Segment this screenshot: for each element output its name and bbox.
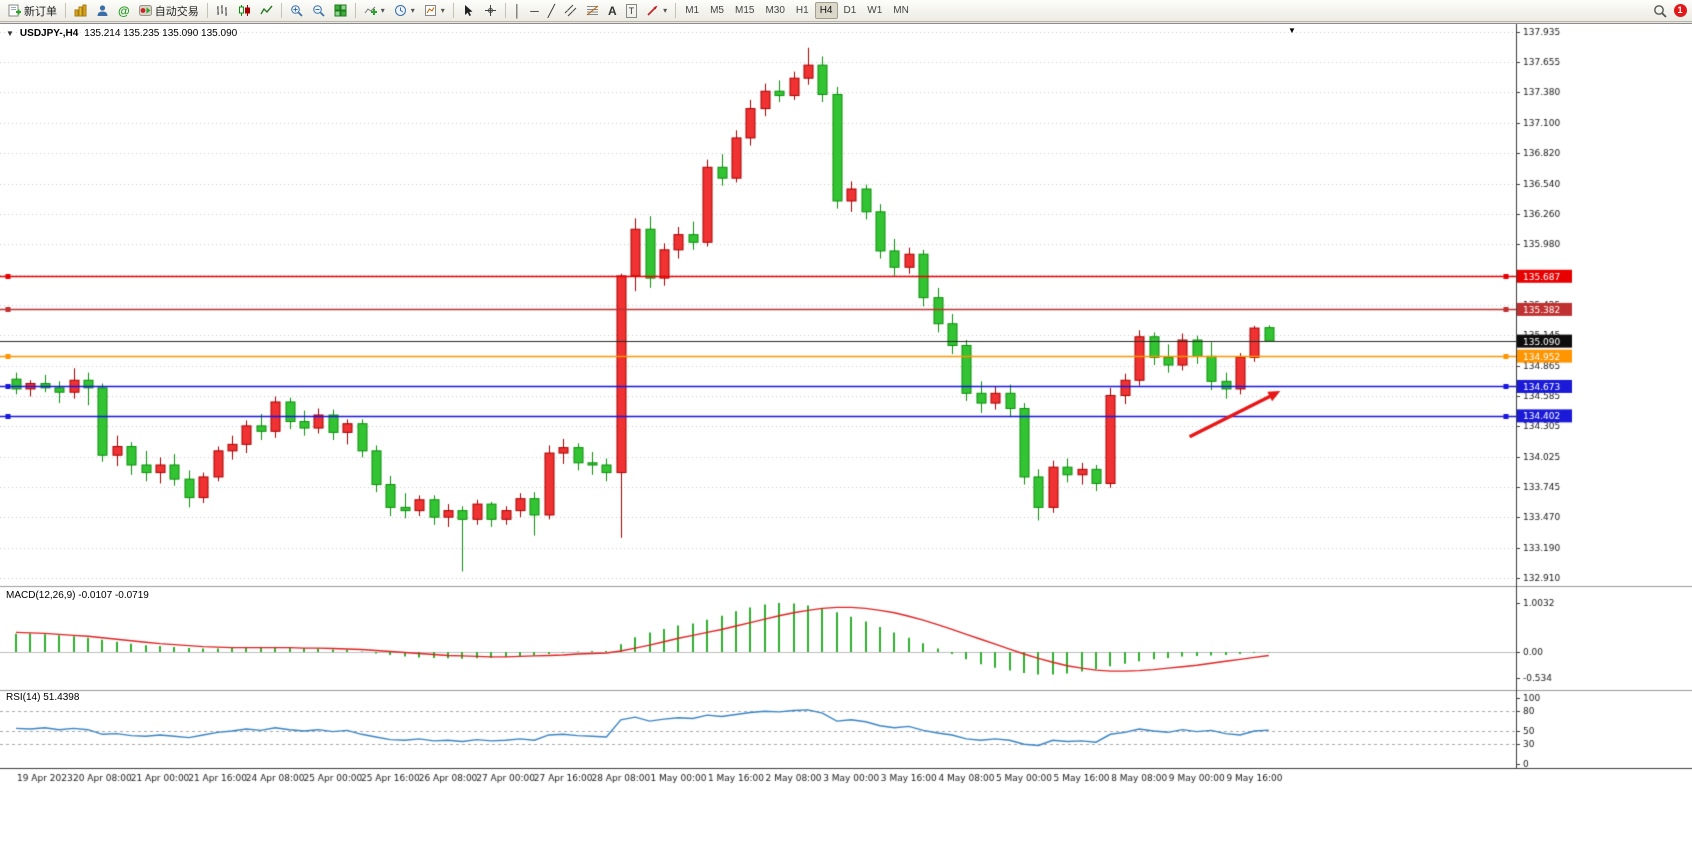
chart-symbol-period: USDJPY-,H4	[19, 28, 79, 39]
separator	[206, 3, 208, 18]
dropdown-icon: ▾	[380, 6, 385, 15]
charts-button[interactable]	[70, 1, 91, 20]
bar-chart-button[interactable]	[212, 1, 233, 20]
line-chart-button[interactable]	[256, 1, 277, 20]
tile-windows-button[interactable]	[330, 1, 351, 20]
community-icon: @	[118, 3, 130, 18]
fibonacci-button[interactable]	[582, 1, 603, 20]
indicators-button[interactable]: ▾	[360, 1, 389, 20]
channel-button[interactable]	[560, 1, 581, 20]
vertical-line-icon: │	[513, 3, 522, 18]
text-label-icon: T	[625, 3, 638, 18]
new-order-icon	[8, 4, 21, 17]
timeframe-m30[interactable]: M30	[760, 2, 789, 19]
timeframe-h1[interactable]: H1	[791, 2, 814, 19]
separator	[354, 3, 356, 18]
candlestick-chart-icon	[238, 5, 250, 16]
arrow-object-icon	[647, 5, 658, 16]
timeframe-w1[interactable]: W1	[862, 2, 887, 19]
separator	[452, 3, 454, 18]
vertical-line-button[interactable]: │	[510, 1, 526, 20]
market-watch-button[interactable]	[92, 1, 113, 20]
channel-icon	[564, 4, 577, 17]
text-button[interactable]: A	[604, 1, 621, 20]
timeframe-m15[interactable]: M15	[730, 2, 759, 19]
templates-button[interactable]: ▾	[420, 1, 449, 20]
chart-window: ▼ USDJPY-,H4 135.214 135.235 135.090 135…	[0, 23, 1692, 854]
auto-trading-icon	[138, 5, 152, 16]
separator	[65, 3, 66, 18]
timeframe-m1[interactable]: M1	[680, 2, 704, 19]
price-chart-canvas[interactable]	[0, 24, 1692, 786]
notification-badge: 1	[1673, 4, 1687, 17]
rsi-indicator-label: RSI(14) 51.4398	[6, 692, 80, 703]
gold-chart-icon	[74, 4, 87, 17]
new-order-label: 新订单	[24, 5, 57, 18]
separator	[280, 3, 282, 18]
new-order-button[interactable]: 新订单	[4, 1, 61, 20]
zoom-in-button[interactable]	[286, 1, 307, 20]
text-label-button[interactable]: T	[622, 1, 642, 20]
timeframe-h4[interactable]: H4	[814, 2, 838, 19]
crosshair-icon	[484, 5, 496, 16]
auto-trading-button[interactable]: 自动交易	[135, 1, 203, 20]
notifications-button[interactable]: 1	[1672, 3, 1688, 19]
chart-ohlc-values: 135.214 135.235 135.090 135.090	[84, 28, 238, 39]
arrows-button[interactable]: ▾	[642, 1, 671, 20]
one-click-trading-toggle[interactable]: ▼	[6, 29, 14, 38]
community-button[interactable]: @	[114, 1, 134, 20]
toolbar: 新订单 @ 自动交易	[0, 0, 1692, 22]
candlestick-chart-button[interactable]	[234, 1, 255, 20]
dropdown-icon: ▾	[410, 6, 415, 15]
search-button[interactable]	[1649, 1, 1671, 20]
fibonacci-icon	[586, 5, 599, 16]
timeframe-mn[interactable]: MN	[888, 2, 914, 19]
timeframe-d1[interactable]: D1	[839, 2, 862, 19]
timeframe-buttons: M1 M5 M15 M30 H1 H4 D1 W1 MN	[680, 2, 914, 19]
cursor-button[interactable]	[458, 1, 479, 20]
horizontal-line-button[interactable]: ─	[526, 1, 543, 20]
person-icon	[97, 5, 108, 16]
horizontal-line-icon: ─	[530, 3, 539, 18]
dropdown-icon: ▾	[663, 6, 668, 15]
cursor-icon	[464, 5, 473, 16]
timeframe-m5[interactable]: M5	[705, 2, 729, 19]
chart-title-row: ▼ USDJPY-,H4 135.214 135.235 135.090 135…	[6, 28, 237, 39]
template-icon	[424, 5, 436, 16]
trendline-button[interactable]: ╱	[544, 1, 559, 20]
trendline-icon: ╱	[547, 3, 555, 18]
separator	[675, 3, 677, 18]
clock-icon	[394, 5, 406, 16]
dropdown-icon: ▾	[440, 6, 445, 15]
zoom-in-icon	[290, 5, 303, 17]
line-chart-icon	[260, 5, 273, 15]
tile-windows-icon	[334, 4, 347, 17]
chart-shift-marker[interactable]: ▼	[1288, 26, 1296, 35]
text-icon: A	[608, 3, 617, 18]
search-icon	[1654, 4, 1667, 18]
indicators-icon	[364, 6, 377, 15]
zoom-out-icon	[312, 5, 325, 17]
periods-button[interactable]: ▾	[390, 1, 419, 20]
bar-chart-icon	[216, 5, 227, 16]
separator	[504, 3, 506, 18]
auto-trading-label: 自动交易	[154, 5, 199, 18]
zoom-out-button[interactable]	[308, 1, 329, 20]
crosshair-button[interactable]	[480, 1, 501, 20]
macd-indicator-label: MACD(12,26,9) -0.0107 -0.0719	[6, 590, 149, 601]
